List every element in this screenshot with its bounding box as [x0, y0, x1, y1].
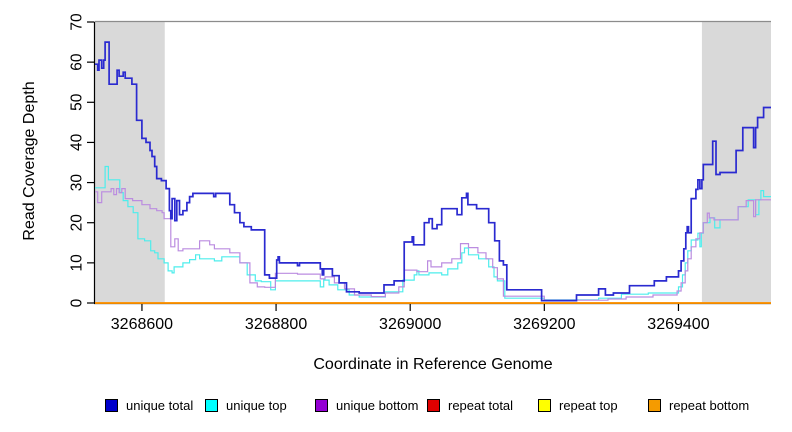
legend-label: repeat bottom — [669, 397, 750, 413]
y-tick-label: 30 — [69, 174, 86, 192]
legend-label: unique top — [226, 397, 287, 413]
x-tick-label: 3269000 — [379, 316, 441, 333]
x-tick-label: 3269200 — [513, 316, 575, 333]
y-tick-label: 50 — [69, 93, 86, 111]
y-tick-label: 70 — [69, 13, 86, 31]
legend: unique total unique top unique bottom repea… — [0, 396, 792, 418]
legend-swatch-unique-total — [105, 398, 118, 412]
legend-item-repeat-total: repeat total — [427, 396, 513, 414]
left-gray-band — [95, 22, 165, 303]
legend-item-unique-top: unique top — [205, 396, 287, 414]
legend-label: unique total — [126, 397, 194, 413]
legend-item-unique-total: unique total — [105, 396, 193, 414]
legend-swatch-unique-bottom — [315, 398, 328, 412]
legend-swatch-unique-top — [205, 398, 218, 412]
series-line-unique-top — [95, 165, 771, 301]
legend-item-repeat-top: repeat top — [538, 396, 618, 414]
legend-label: unique bottom — [336, 397, 419, 413]
y-axis-label: Read Coverage Depth — [21, 81, 38, 241]
x-tick-label: 3269400 — [647, 316, 709, 333]
legend-swatch-repeat-bottom — [648, 398, 661, 412]
y-tick-label: 40 — [69, 133, 86, 151]
x-tick-label: 3268600 — [111, 316, 173, 333]
y-tick-label: 20 — [69, 214, 86, 232]
legend-item-repeat-bottom: repeat bottom — [648, 396, 749, 414]
series-line-unique-bottom — [95, 188, 771, 301]
x-axis-label: Coordinate in Reference Genome — [313, 356, 553, 373]
y-tick-label: 0 — [69, 298, 86, 307]
legend-label: repeat top — [559, 397, 618, 413]
series-line-unique-total — [95, 41, 771, 302]
legend-item-unique-bottom: unique bottom — [315, 396, 418, 414]
legend-swatch-repeat-total — [427, 398, 440, 412]
y-tick-label: 60 — [69, 53, 86, 71]
y-tick-label: 10 — [69, 254, 86, 272]
x-tick-label: 3268800 — [245, 316, 307, 333]
legend-label: repeat total — [448, 397, 514, 413]
legend-swatch-repeat-top — [538, 398, 551, 412]
